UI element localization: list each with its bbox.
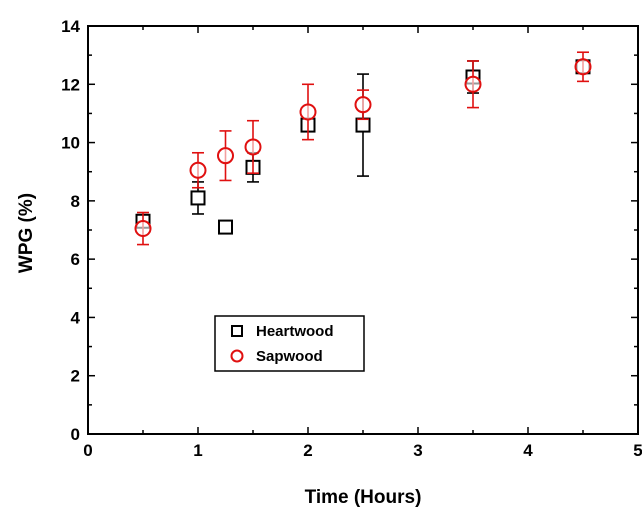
data-point <box>354 96 372 114</box>
legend-label: Heartwood <box>256 323 334 340</box>
x-tick-label: 0 <box>83 441 92 460</box>
data-point <box>299 103 317 121</box>
data-point <box>190 190 206 206</box>
y-tick-label: 10 <box>61 134 80 153</box>
y-tick-label: 6 <box>71 250 80 269</box>
x-axis-title: Time (Hours) <box>305 487 422 508</box>
y-tick-label: 4 <box>71 308 81 327</box>
legend-marker <box>231 325 243 337</box>
y-tick-label: 14 <box>61 17 80 36</box>
legend-marker <box>230 349 244 363</box>
x-tick-label: 2 <box>303 441 312 460</box>
y-tick-label: 2 <box>71 367 80 386</box>
y-tick-label: 8 <box>71 192 80 211</box>
data-point <box>217 147 234 165</box>
x-tick-label: 3 <box>413 441 422 460</box>
legend: Heartwood Sapwood <box>214 315 365 372</box>
y-tick-label: 0 <box>71 425 80 444</box>
series-heartwood <box>135 59 591 235</box>
series-sapwood <box>134 51 592 246</box>
data-point <box>244 138 262 156</box>
y-axis-title: WPG (%) <box>16 193 37 273</box>
axis-ticks <box>87 25 639 435</box>
data-point <box>464 75 482 93</box>
x-tick-label: 4 <box>523 441 533 460</box>
legend-label: Sapwood <box>256 348 323 365</box>
x-tick-label: 5 <box>633 441 642 460</box>
x-tick-label: 1 <box>193 441 202 460</box>
legend-item-heartwood: Heartwood <box>231 323 334 340</box>
data-point <box>574 58 592 76</box>
data-point <box>189 161 207 179</box>
data-point <box>134 220 152 238</box>
y-tick-label: 12 <box>61 75 80 94</box>
legend-item-sapwood: Sapwood <box>230 348 323 365</box>
data-point <box>218 219 233 235</box>
data-marks <box>134 51 592 246</box>
data-point <box>355 117 371 133</box>
